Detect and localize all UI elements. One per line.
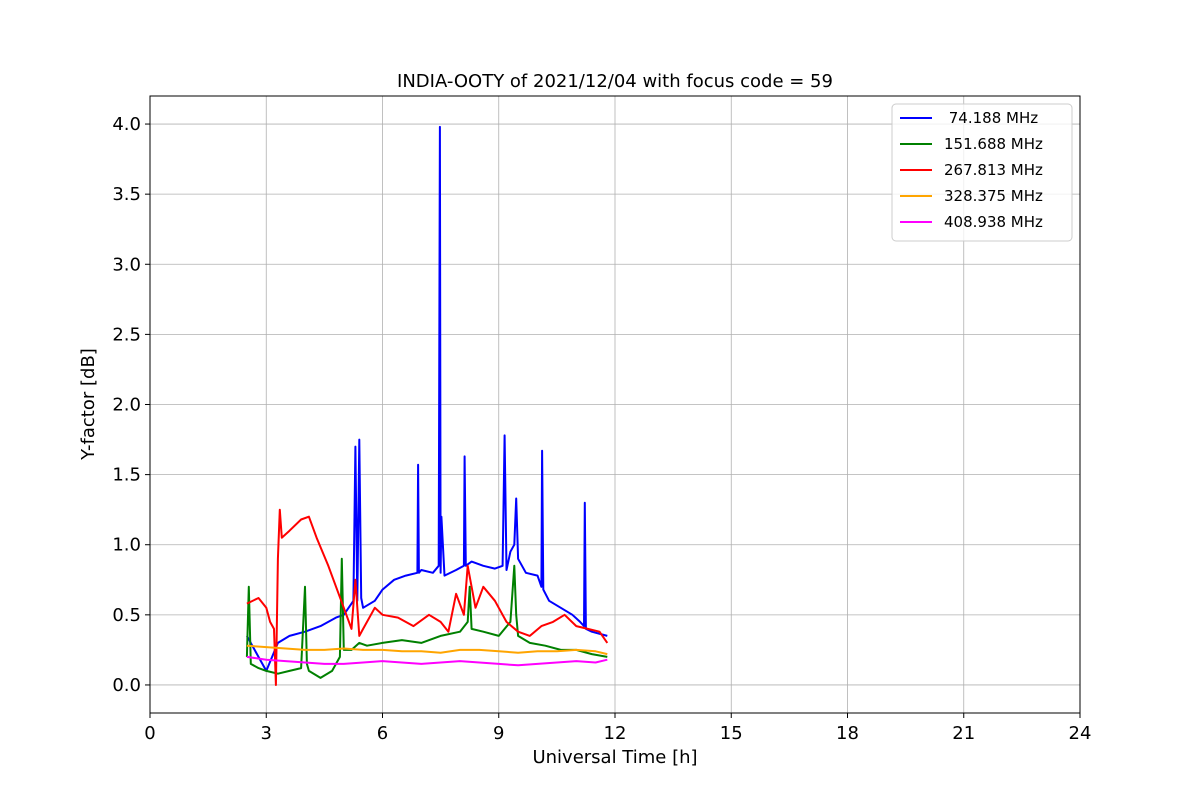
y-tick-label: 0.0 bbox=[112, 675, 141, 696]
y-tick-label: 4.0 bbox=[112, 114, 141, 135]
x-tick-label: 9 bbox=[493, 723, 504, 744]
y-tick-label: 1.5 bbox=[112, 465, 141, 486]
x-tick-label: 12 bbox=[604, 723, 627, 744]
x-tick-label: 6 bbox=[377, 723, 388, 744]
y-axis: 0.0 0.5 1.0 1.5 2.0 2.5 3.0 3.5 4.0 bbox=[112, 114, 150, 696]
x-tick-label: 18 bbox=[836, 723, 859, 744]
x-tick-label: 3 bbox=[261, 723, 272, 744]
y-tick-label: 3.5 bbox=[112, 184, 141, 205]
y-tick-label: 3.0 bbox=[112, 254, 141, 275]
legend-box bbox=[891, 103, 1073, 242]
x-axis: 0 3 6 9 12 15 18 21 24 bbox=[144, 713, 1091, 744]
y-tick-label: 1.0 bbox=[112, 535, 141, 556]
x-tick-label: 21 bbox=[952, 723, 975, 744]
series-line-4 bbox=[246, 655, 608, 667]
y-tick-label: 2.0 bbox=[112, 395, 141, 416]
series-group bbox=[245, 125, 609, 686]
series-line-3 bbox=[246, 644, 608, 656]
x-axis-label: Universal Time [h] bbox=[532, 747, 697, 768]
series-line-1 bbox=[245, 557, 608, 679]
x-tick-label: 24 bbox=[1069, 723, 1092, 744]
series-line-0 bbox=[246, 125, 608, 672]
legend-label: 267.813 MHz bbox=[944, 161, 1043, 179]
x-tick-label: 0 bbox=[144, 723, 155, 744]
y-axis-label: Y-factor [dB] bbox=[78, 348, 99, 461]
chart-title: INDIA-OOTY of 2021/12/04 with focus code… bbox=[397, 71, 833, 92]
legend: 74.188 MHz 151.688 MHz 267.813 MHz 328.375 … bbox=[891, 103, 1073, 242]
legend-label: 151.688 MHz bbox=[944, 135, 1043, 153]
legend-label: 328.375 MHz bbox=[944, 187, 1043, 205]
legend-label: 74.188 MHz bbox=[944, 109, 1038, 127]
series-line-2 bbox=[246, 508, 609, 686]
y-tick-label: 0.5 bbox=[112, 605, 141, 626]
x-tick-label: 15 bbox=[720, 723, 743, 744]
y-tick-label: 2.5 bbox=[112, 324, 141, 345]
legend-label: 408.938 MHz bbox=[944, 213, 1043, 231]
